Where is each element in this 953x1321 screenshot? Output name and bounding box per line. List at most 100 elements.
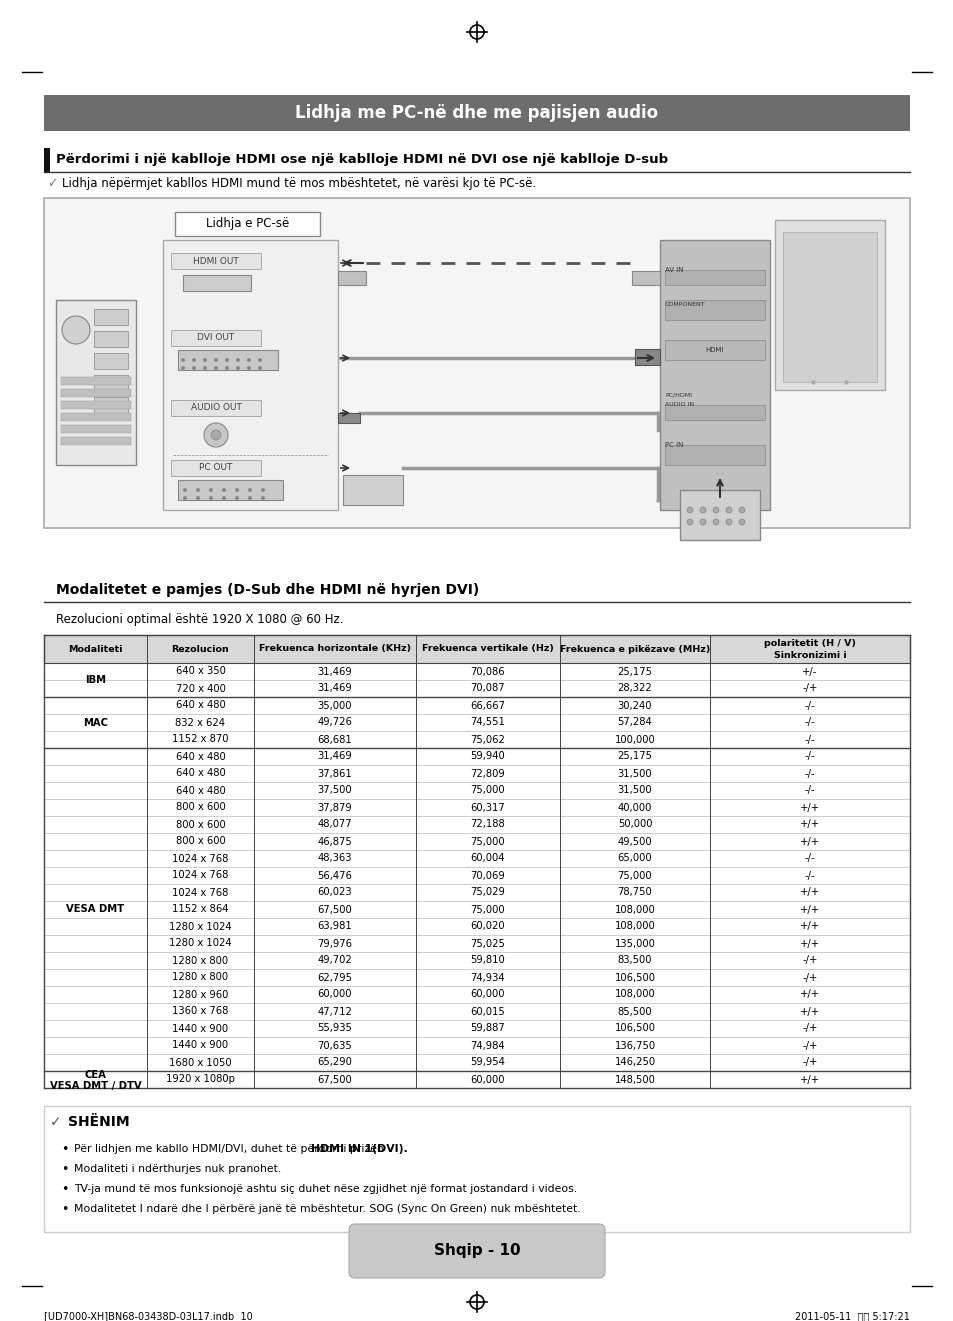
Text: 106,500: 106,500 [614, 972, 655, 983]
Bar [659, 240, 769, 510]
Text: Frekuenca horizontale (KHz): Frekuenca horizontale (KHz) [258, 645, 411, 654]
Text: +/+: +/+ [800, 989, 820, 1000]
Text: 832 x 624: 832 x 624 [175, 717, 225, 728]
Text: +/-: +/- [801, 667, 817, 676]
Bar [44, 1037, 909, 1054]
Text: 1440 x 900: 1440 x 900 [172, 1024, 229, 1033]
Bar [61, 376, 131, 384]
Bar [337, 413, 359, 423]
Bar [61, 402, 131, 410]
Text: 60,000: 60,000 [470, 1074, 505, 1085]
Text: -/+: -/+ [801, 972, 817, 983]
Text: Modaliteti: Modaliteti [69, 645, 123, 654]
Text: 59,810: 59,810 [470, 955, 505, 966]
Bar [44, 1020, 909, 1037]
Circle shape [183, 495, 187, 501]
Circle shape [247, 358, 251, 362]
Bar [44, 1003, 909, 1020]
Text: 640 x 480: 640 x 480 [175, 786, 225, 795]
Text: 40,000: 40,000 [618, 802, 652, 812]
Circle shape [195, 495, 200, 501]
Bar [61, 425, 131, 433]
Text: 1280 x 960: 1280 x 960 [172, 989, 229, 1000]
Text: 30,240: 30,240 [618, 700, 652, 711]
Text: 146,250: 146,250 [614, 1058, 655, 1067]
Text: 800 x 600: 800 x 600 [175, 836, 225, 847]
Bar [44, 884, 909, 901]
Text: 1024 x 768: 1024 x 768 [172, 871, 229, 881]
Text: -/+: -/+ [801, 683, 817, 694]
Circle shape [725, 519, 731, 524]
Circle shape [195, 487, 200, 491]
Text: 1024 x 768: 1024 x 768 [172, 888, 229, 897]
Text: +/+: +/+ [800, 819, 820, 830]
Circle shape [261, 487, 265, 491]
Circle shape [235, 358, 240, 362]
Bar [44, 970, 909, 985]
Text: 800 x 600: 800 x 600 [175, 802, 225, 812]
Bar [337, 271, 366, 285]
Bar [664, 269, 764, 285]
Circle shape [686, 519, 692, 524]
Bar [44, 918, 909, 935]
Text: 66,667: 66,667 [470, 700, 505, 711]
Text: 59,940: 59,940 [470, 752, 505, 761]
Bar [171, 330, 261, 346]
Bar [664, 339, 764, 361]
Text: 1680 x 1050: 1680 x 1050 [169, 1058, 232, 1067]
Text: 640 x 480: 640 x 480 [175, 752, 225, 761]
Bar [163, 240, 337, 510]
Bar [94, 309, 128, 325]
Circle shape [192, 358, 195, 362]
Bar [44, 816, 909, 834]
Text: Përdorimi i një kablloje HDMI ose një kablloje HDMI në DVI ose një kablloje D-su: Përdorimi i një kablloje HDMI ose një ka… [56, 153, 667, 166]
Text: PC/HDMI: PC/HDMI [664, 392, 691, 398]
Text: 1360 x 768: 1360 x 768 [172, 1007, 229, 1016]
Bar [56, 300, 136, 465]
Bar [631, 271, 659, 285]
Text: 67,500: 67,500 [317, 905, 352, 914]
Bar [44, 1106, 909, 1232]
Text: 49,726: 49,726 [317, 717, 352, 728]
Circle shape [725, 507, 731, 513]
Circle shape [192, 366, 195, 370]
Bar [171, 460, 261, 476]
Text: 83,500: 83,500 [618, 955, 652, 966]
Text: +/+: +/+ [800, 802, 820, 812]
Circle shape [181, 366, 185, 370]
Circle shape [211, 431, 221, 440]
Bar [44, 799, 909, 816]
Text: 1024 x 768: 1024 x 768 [172, 853, 229, 864]
Text: +/+: +/+ [800, 888, 820, 897]
Text: Sinkronizimi i: Sinkronizimi i [773, 650, 845, 659]
Bar [44, 1054, 909, 1071]
Circle shape [248, 495, 252, 501]
Bar [635, 349, 659, 365]
Text: PC IN: PC IN [664, 443, 682, 448]
Text: 60,023: 60,023 [317, 888, 352, 897]
Circle shape [247, 366, 251, 370]
Text: 640 x 480: 640 x 480 [175, 700, 225, 711]
Text: 37,861: 37,861 [317, 769, 352, 778]
Text: Modaliteti i ndërthurjes nuk pranohet.: Modaliteti i ndërthurjes nuk pranohet. [74, 1164, 281, 1174]
Text: Rezolucion: Rezolucion [172, 645, 229, 654]
Circle shape [222, 495, 226, 501]
Text: 60,000: 60,000 [317, 989, 352, 1000]
Text: 37,879: 37,879 [317, 802, 352, 812]
Bar [44, 148, 50, 172]
Bar [44, 867, 909, 884]
Text: 35,000: 35,000 [317, 700, 352, 711]
Text: 65,290: 65,290 [317, 1058, 352, 1067]
Bar [44, 782, 909, 799]
Text: ✓: ✓ [47, 177, 57, 190]
Text: 75,000: 75,000 [470, 836, 505, 847]
Text: 72,188: 72,188 [470, 819, 505, 830]
Circle shape [213, 366, 218, 370]
Text: CEA: CEA [85, 1070, 107, 1079]
Text: •: • [61, 1143, 69, 1156]
Bar [44, 663, 909, 680]
Bar [44, 731, 909, 748]
Bar [61, 413, 131, 421]
Circle shape [739, 519, 744, 524]
Bar [44, 765, 909, 782]
